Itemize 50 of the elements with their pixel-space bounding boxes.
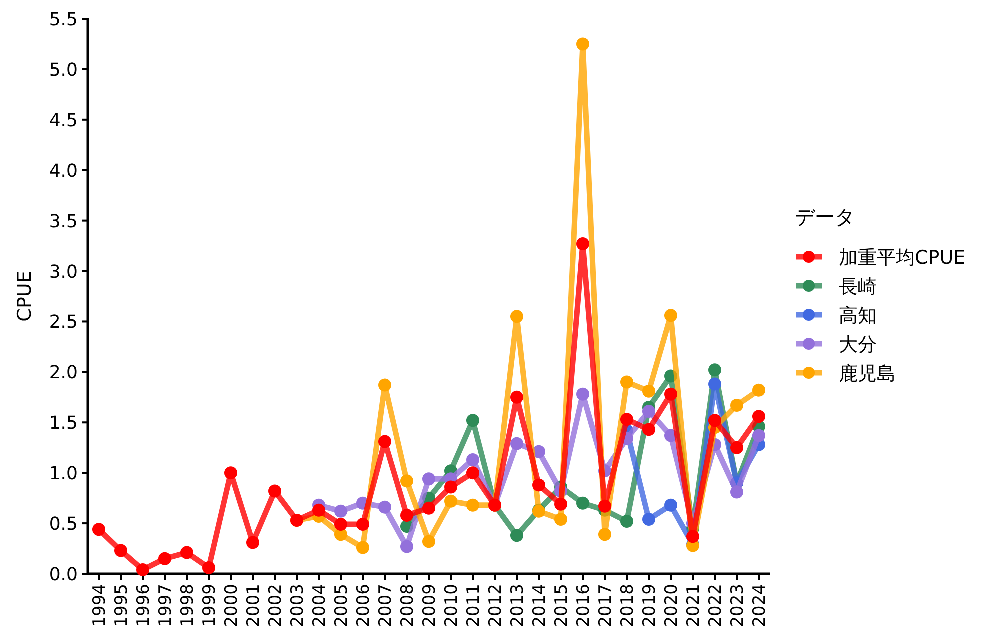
y-tick-label: 0.0: [49, 564, 78, 586]
x-tick-label: 1997: [156, 584, 176, 628]
x-tick-label: 2004: [310, 584, 330, 628]
x-tick-label: 2002: [266, 584, 286, 628]
x-tick-label: 2007: [376, 584, 396, 628]
x-tick-label: 2023: [728, 584, 748, 628]
legend-label: 鹿児島: [839, 363, 896, 385]
x-tick-label: 1999: [200, 584, 220, 628]
legend-label: 長崎: [839, 276, 877, 298]
x-tick-label: 2006: [354, 584, 374, 628]
x-tick-label: 2017: [596, 584, 616, 628]
y-tick-label: 2.0: [49, 362, 78, 384]
x-tick-label: 2020: [662, 584, 682, 628]
x-tick-label: 2003: [288, 584, 308, 628]
y-tick-label: 4.5: [49, 110, 78, 132]
legend-label: 高知: [839, 305, 877, 327]
x-tick-label: 2010: [442, 584, 462, 628]
x-tick-label: 2019: [640, 584, 660, 628]
legend-title: データ: [795, 205, 855, 229]
x-tick-label: 2011: [464, 584, 484, 628]
x-tick-label: 1995: [112, 584, 132, 628]
x-tick-label: 2016: [574, 584, 594, 628]
y-tick-label: 5.0: [49, 60, 78, 81]
y-tick-label: 2.5: [49, 312, 78, 334]
x-tick-label: 1998: [178, 584, 198, 628]
y-axis-title: CPUE: [14, 271, 36, 322]
x-tick-label: 2001: [244, 584, 264, 628]
x-tick-label: 2022: [706, 584, 726, 628]
y-tick-label: 5.5: [49, 10, 78, 30]
x-tick-label: 2000: [222, 584, 242, 628]
legend-label: 大分: [839, 334, 877, 356]
y-tick-label: 3.0: [49, 262, 78, 283]
y-tick-label: 3.5: [49, 211, 78, 232]
y-tick-label: 4.0: [49, 160, 78, 182]
x-tick-label: 2009: [420, 584, 440, 628]
x-tick-label: 2024: [750, 584, 770, 628]
y-tick-label: 1.0: [49, 464, 78, 485]
x-tick-label: 1996: [134, 584, 154, 628]
x-tick-label: 2021: [684, 584, 704, 628]
x-tick-label: 2005: [332, 584, 352, 628]
x-tick-label: 2013: [508, 584, 528, 628]
legend-label: 加重平均CPUE: [839, 247, 966, 269]
x-tick-label: 2012: [486, 584, 506, 628]
x-tick-label: 1994: [90, 584, 110, 628]
x-tick-label: 2018: [618, 584, 638, 628]
x-tick-label: 2008: [398, 584, 418, 628]
y-tick-label: 1.5: [49, 413, 78, 434]
y-tick-label: 0.5: [49, 514, 78, 536]
x-tick-label: 2015: [552, 584, 572, 628]
x-tick-label: 2014: [530, 584, 550, 628]
